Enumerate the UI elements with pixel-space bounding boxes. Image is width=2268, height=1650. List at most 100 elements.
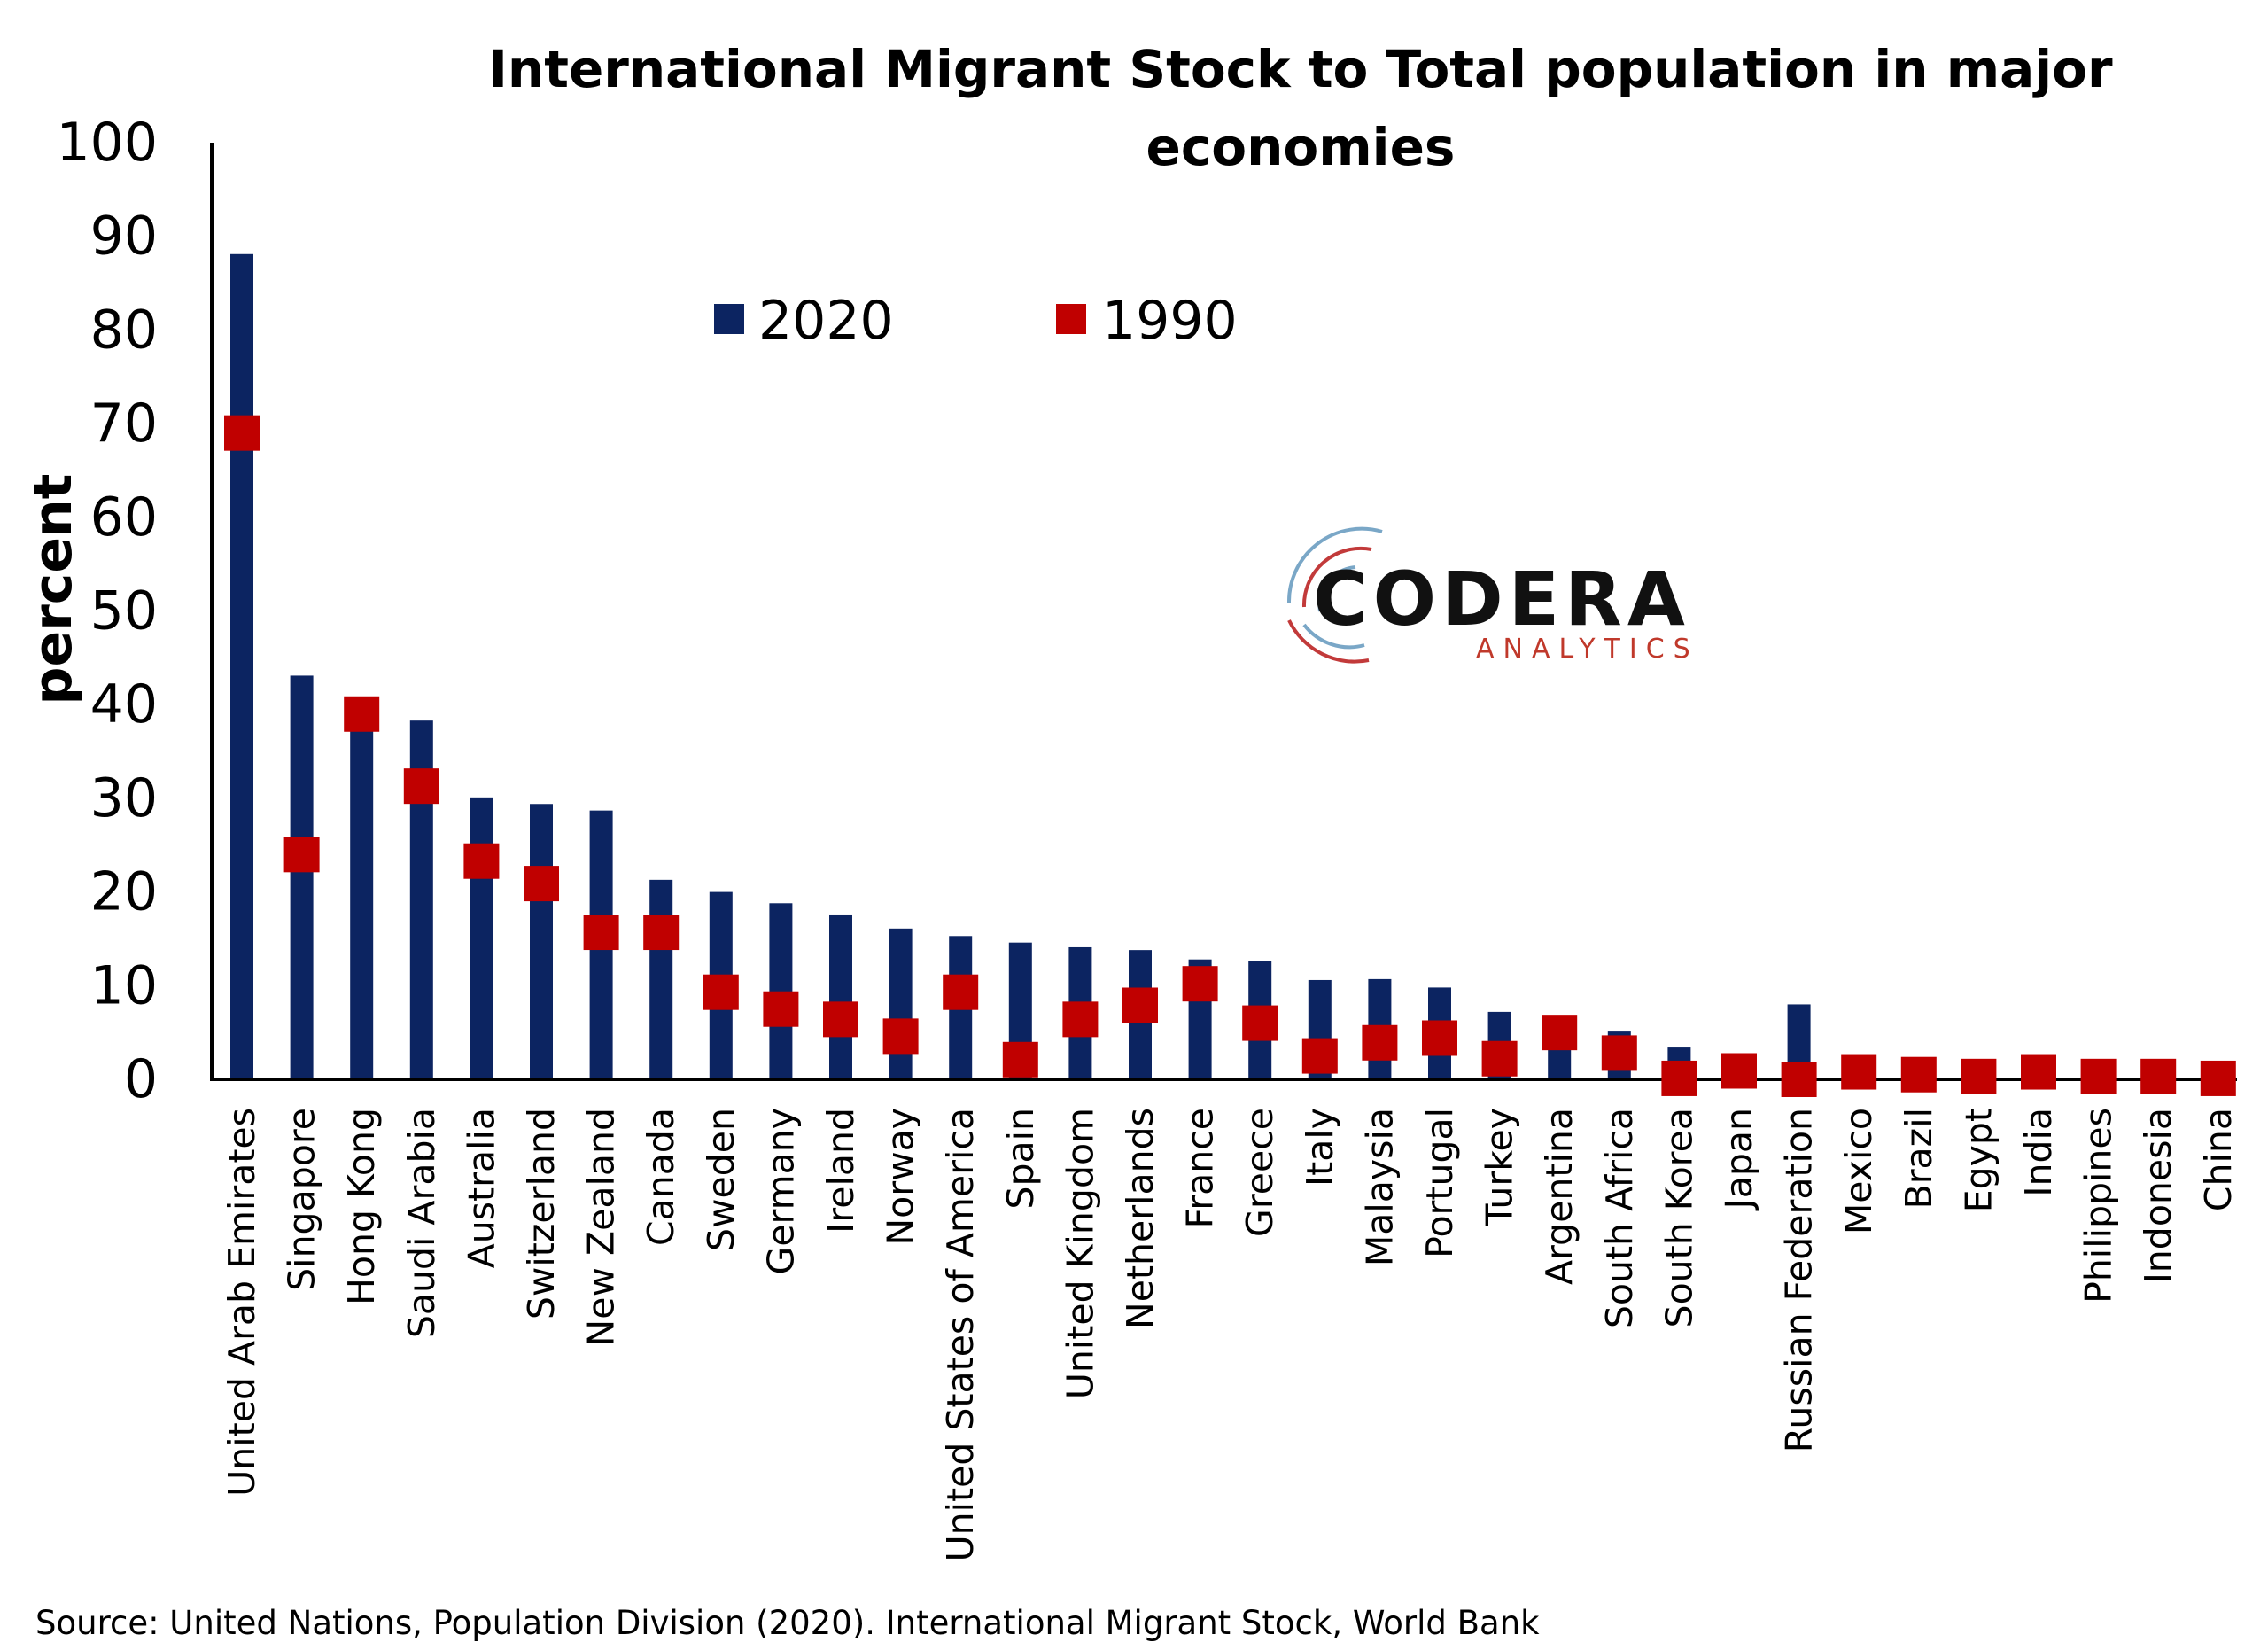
marker-1990: [763, 991, 799, 1027]
chart-title: International Migrant Stock to Total pop…: [488, 39, 2113, 177]
chart-title-line-1: International Migrant Stock to Total pop…: [488, 39, 2113, 99]
x-tick-label: United Arab Emirates: [221, 1108, 263, 1497]
legend-swatch-2020: [714, 304, 744, 334]
legend-label-2020: 2020: [758, 290, 894, 352]
source-note: Source: United Nations, Population Divis…: [35, 1604, 1540, 1642]
x-tick-label: Hong Kong: [340, 1108, 383, 1305]
marker-1990: [1182, 966, 1218, 1002]
x-tick-label: Argentina: [1538, 1108, 1581, 1285]
chart-title-line-2: economies: [1146, 117, 1456, 177]
bar-2020: [769, 903, 793, 1079]
legend-label-1990: 1990: [1102, 290, 1238, 352]
marker-1990: [703, 974, 739, 1010]
x-tick-label: Portugal: [1418, 1108, 1461, 1258]
x-tick-label: United States of America: [939, 1108, 982, 1561]
x-tick-label: Brazil: [1898, 1108, 1940, 1209]
marker-1990: [1781, 1062, 1817, 1097]
bar-2020: [470, 797, 493, 1079]
bar-2020: [230, 253, 253, 1080]
marker-1990: [1122, 987, 1158, 1023]
x-tick-label: New Zealand: [580, 1108, 623, 1346]
x-tick-label: India: [2017, 1108, 2060, 1197]
logo-arcs-icon: [1286, 526, 1383, 664]
marker-1990: [1481, 1040, 1518, 1077]
x-tick-label: Japan: [1718, 1108, 1760, 1211]
marker-1990: [1542, 1015, 1578, 1051]
marker-1990: [1841, 1054, 1877, 1090]
marker-1990: [1002, 1041, 1038, 1078]
logo-wordmark: CODERA: [1313, 556, 1690, 642]
logo-subtitle: ANALYTICS: [1476, 634, 1699, 665]
marker-1990: [823, 1001, 858, 1038]
marker-1990: [2140, 1058, 2177, 1094]
x-tick-label: South Korea: [1658, 1108, 1700, 1327]
x-tick-label: United Kingdom: [1059, 1108, 1101, 1399]
legend-swatch-1990: [1056, 304, 1086, 334]
y-tick-label: 30: [90, 767, 158, 829]
marker-1990: [1721, 1053, 1757, 1089]
marker-1990: [1601, 1035, 1637, 1071]
marker-1990: [2080, 1058, 2117, 1094]
y-axis-label: percent: [22, 474, 84, 705]
x-tick-label: Turkey: [1479, 1108, 1521, 1226]
x-tick-label: Philippines: [2078, 1108, 2120, 1304]
marker-1990: [1062, 1001, 1099, 1038]
x-axis-ticks: United Arab Emirates Singapore Hong Kong Sa…: [221, 1108, 2240, 1561]
marker-1990: [943, 974, 979, 1010]
bar-2020: [530, 804, 553, 1079]
x-tick-label: Greece: [1239, 1108, 1281, 1237]
x-tick-label: Switzerland: [520, 1108, 563, 1319]
marker-1990: [344, 696, 380, 732]
legend: 2020 1990: [714, 290, 1238, 352]
marker-1990: [1422, 1020, 1457, 1056]
y-tick-label: 70: [90, 393, 158, 455]
y-axis-ticks: 0 10 20 30 40 50 60 70 80 90 100: [56, 112, 158, 1110]
x-tick-label: Australia: [460, 1108, 502, 1268]
y-tick-label: 80: [90, 299, 158, 361]
x-tick-label: Sweden: [700, 1108, 742, 1251]
y-tick-label: 20: [90, 861, 158, 923]
x-tick-label: Spain: [999, 1108, 1042, 1210]
marker-1990: [1242, 1005, 1278, 1041]
bar-2020: [889, 928, 913, 1079]
axes: [210, 143, 2237, 1081]
marker-1990: [1301, 1038, 1338, 1074]
x-tick-label: Saudi Arabia: [400, 1108, 443, 1338]
x-tick-label: Germany: [759, 1108, 802, 1274]
marker-1990: [2200, 1060, 2236, 1096]
x-tick-label: France: [1179, 1108, 1222, 1228]
marker-1990: [524, 866, 559, 902]
bar-2020: [649, 879, 673, 1079]
marker-1990: [1661, 1060, 1697, 1096]
codera-logo: CODERA ANALYTICS: [1286, 526, 1699, 665]
x-tick-label: Canada: [640, 1108, 682, 1246]
marker-1990: [1961, 1058, 1997, 1094]
x-tick-label: China: [2197, 1108, 2240, 1211]
y-tick-label: 100: [56, 112, 158, 174]
marker-1990: [2021, 1054, 2056, 1090]
x-tick-label: Malaysia: [1358, 1108, 1401, 1266]
marker-1990: [284, 837, 320, 873]
x-tick-label: Italy: [1299, 1108, 1341, 1187]
x-tick-label: Ireland: [819, 1108, 862, 1234]
bar-2020: [829, 914, 852, 1079]
y-tick-label: 50: [90, 580, 158, 642]
x-tick-label: South Africa: [1598, 1108, 1641, 1328]
x-tick-label: Indonesia: [2137, 1108, 2179, 1283]
x-tick-label: Netherlands: [1119, 1108, 1161, 1329]
y-tick-label: 0: [124, 1048, 158, 1110]
marker-1990: [224, 415, 260, 451]
marker-1990: [1900, 1056, 1937, 1093]
y-tick-label: 10: [90, 954, 158, 1016]
marker-1990: [1362, 1024, 1398, 1061]
bar-2020: [350, 709, 374, 1079]
bar-2020: [290, 675, 314, 1079]
bars-2020: [230, 253, 2230, 1080]
x-tick-label: Egypt: [1957, 1108, 2000, 1212]
y-tick-label: 60: [90, 486, 158, 549]
x-tick-label: Singapore: [281, 1108, 323, 1291]
markers-1990: [224, 415, 2236, 1097]
marker-1990: [882, 1018, 919, 1055]
marker-1990: [403, 768, 439, 805]
